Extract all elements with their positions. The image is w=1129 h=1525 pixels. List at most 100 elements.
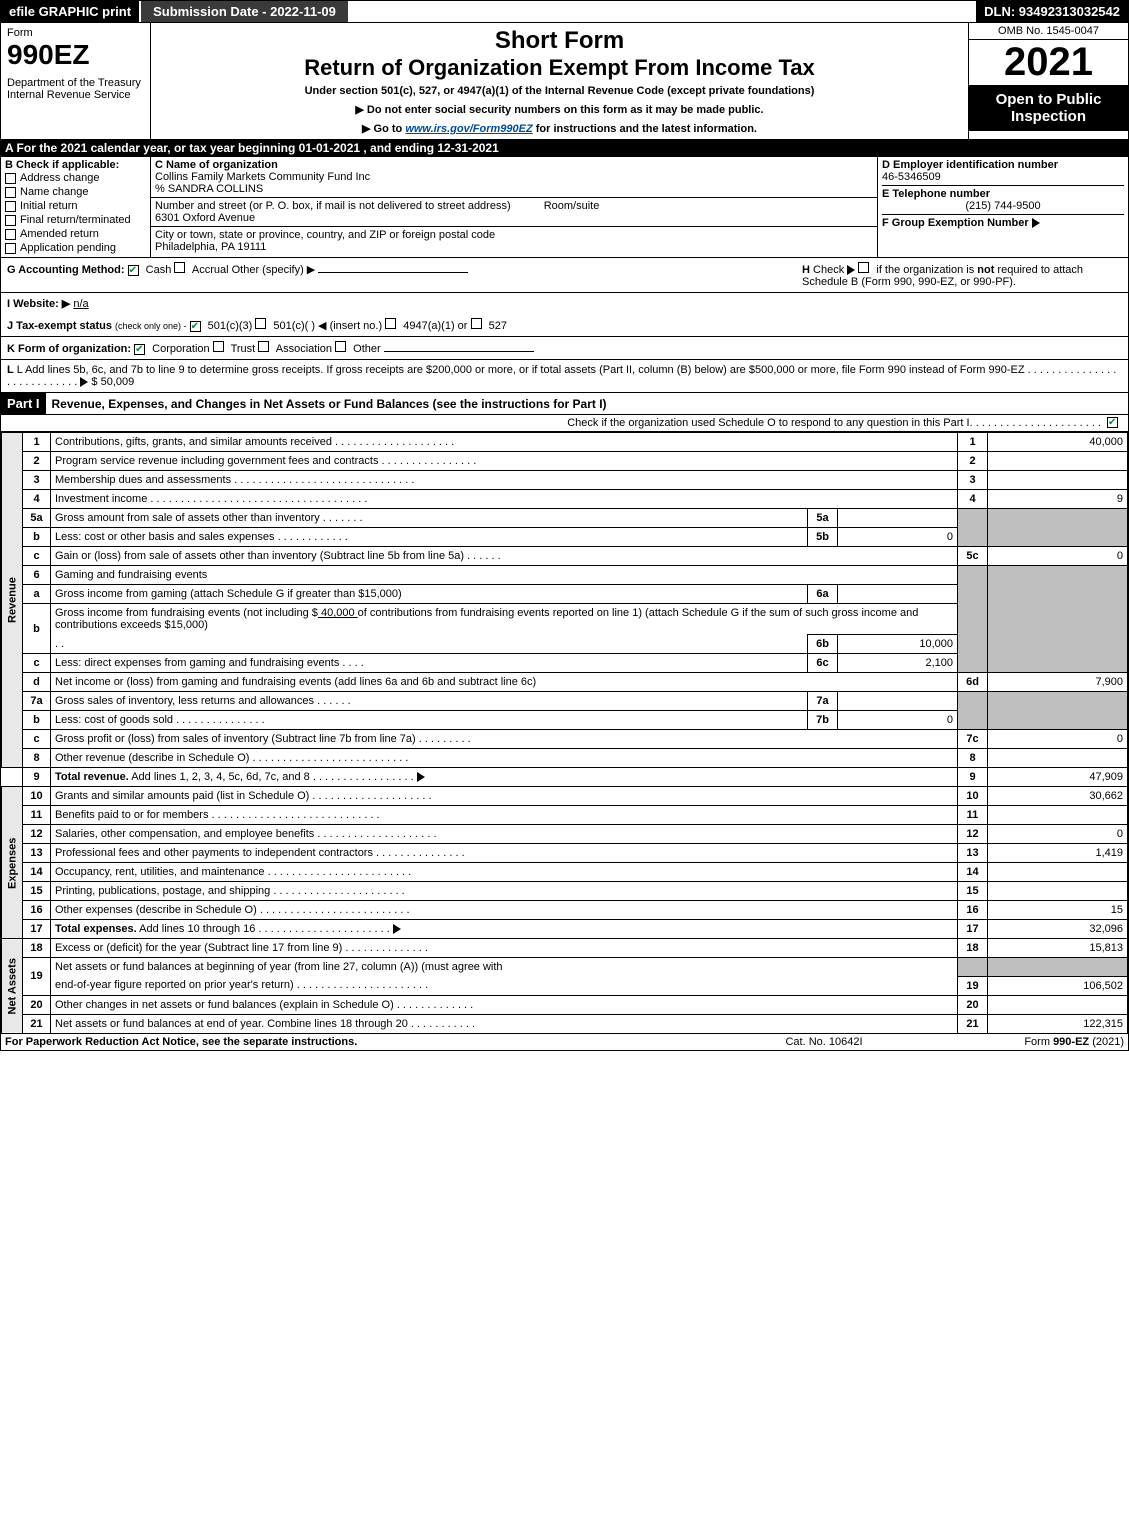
line-6c-mn: 6c	[808, 654, 838, 673]
line-6a-mn: 6a	[808, 585, 838, 604]
efile-print-button[interactable]: efile GRAPHIC print	[1, 1, 139, 22]
city-label: City or town, state or province, country…	[155, 229, 495, 241]
line-5c-label: Gain or (loss) from sale of assets other…	[51, 547, 958, 566]
irs-link[interactable]: www.irs.gov/Form990EZ	[405, 123, 532, 135]
gray-5	[958, 509, 988, 547]
other-label: Other (specify) ▶	[232, 264, 316, 276]
line-5b-num: b	[23, 528, 51, 547]
g-accounting: G Accounting Method: Cash Accrual Other …	[7, 262, 802, 288]
line-8-val	[988, 749, 1128, 768]
line-17-label: Total expenses. Add lines 10 through 16 …	[51, 920, 958, 939]
chk-address[interactable]: Address change	[5, 171, 146, 185]
section-a: A For the 2021 calendar year, or tax yea…	[1, 139, 1128, 157]
footer-left: For Paperwork Reduction Act Notice, see …	[5, 1036, 724, 1048]
line-20-val	[988, 995, 1128, 1014]
chk-other[interactable]	[335, 341, 346, 352]
line-6d-label: Net income or (loss) from gaming and fun…	[51, 673, 958, 692]
accrual-label: Accrual	[192, 264, 229, 276]
header-right: OMB No. 1545-0047 2021 Open to Public In…	[968, 23, 1128, 139]
chk-h[interactable]	[858, 262, 869, 273]
arrow-icon	[80, 377, 88, 387]
line-6b-label-1: Gross income from fundraising events (no…	[51, 604, 958, 635]
c-name-block: C Name of organization Collins Family Ma…	[151, 157, 877, 198]
gray-7b	[988, 692, 1128, 730]
line-5b-label: Less: cost or other basis and sales expe…	[51, 528, 808, 547]
col-c: C Name of organization Collins Family Ma…	[151, 157, 878, 257]
chk-527[interactable]	[471, 318, 482, 329]
chk-final-label: Final return/terminated	[20, 214, 131, 226]
chk-accrual[interactable]	[174, 262, 185, 273]
line-3-rn: 3	[958, 471, 988, 490]
chk-name[interactable]: Name change	[5, 185, 146, 199]
chk-initial-label: Initial return	[20, 200, 77, 212]
line-6d-num: d	[23, 673, 51, 692]
phone-value: (215) 744-9500	[882, 200, 1124, 212]
submission-date-button[interactable]: Submission Date - 2022-11-09	[141, 1, 348, 22]
chk-pending[interactable]: Application pending	[5, 241, 146, 255]
line-20-label: Other changes in net assets or fund bala…	[51, 995, 958, 1014]
opt-4947: 4947(a)(1) or	[403, 320, 467, 332]
line-18-rn: 18	[958, 939, 988, 958]
c-street-block: Number and street (or P. O. box, if mail…	[151, 198, 877, 227]
chk-4947[interactable]	[385, 318, 396, 329]
line-17-val: 32,096	[988, 920, 1128, 939]
chk-amended-label: Amended return	[20, 228, 99, 240]
g-label: G Accounting Method:	[7, 264, 125, 276]
l-text: L Add lines 5b, 6c, and 7b to line 9 to …	[17, 364, 1025, 376]
chk-assoc[interactable]	[258, 341, 269, 352]
arrow-icon	[1032, 218, 1040, 228]
footer: For Paperwork Reduction Act Notice, see …	[1, 1034, 1128, 1050]
k-label: K Form of organization:	[7, 343, 131, 355]
col-b: B Check if applicable: Address change Na…	[1, 157, 151, 257]
line-4-num: 4	[23, 490, 51, 509]
chk-initial[interactable]: Initial return	[5, 199, 146, 213]
line-14-label: Occupancy, rent, utilities, and maintena…	[51, 863, 958, 882]
line-4-val: 9	[988, 490, 1128, 509]
chk-501c3[interactable]	[190, 321, 201, 332]
chk-corp[interactable]	[134, 344, 145, 355]
top-bar: efile GRAPHIC print Submission Date - 20…	[1, 1, 1128, 23]
line-7b-label: Less: cost of goods sold . . . . . . . .…	[51, 711, 808, 730]
line-6d-val: 7,900	[988, 673, 1128, 692]
dln-label: DLN: 93492313032542	[976, 1, 1128, 22]
chk-final[interactable]: Final return/terminated	[5, 213, 146, 227]
street-label: Number and street (or P. O. box, if mail…	[155, 200, 511, 212]
chk-cash[interactable]	[128, 265, 139, 276]
line-7a-mn: 7a	[808, 692, 838, 711]
footer-cat: Cat. No. 10642I	[724, 1036, 924, 1048]
gray-7	[958, 692, 988, 730]
line-18-num: 18	[23, 939, 51, 958]
line-19-num: 19	[23, 958, 51, 996]
irs-label: Internal Revenue Service	[7, 89, 144, 101]
i-label: I Website: ▶	[7, 298, 70, 310]
chk-schedule-o[interactable]	[1107, 417, 1118, 428]
l-value: 50,009	[101, 376, 135, 388]
opt-trust: Trust	[231, 343, 256, 355]
line-11-label: Benefits paid to or for members . . . . …	[51, 806, 958, 825]
gray-6b	[988, 566, 1128, 673]
line-18-label: Excess or (deficit) for the year (Subtra…	[51, 939, 958, 958]
c-name-label: C Name of organization	[155, 159, 278, 171]
line-15-label: Printing, publications, postage, and shi…	[51, 882, 958, 901]
line-6c-label: Less: direct expenses from gaming and fu…	[51, 654, 808, 673]
return-title: Return of Organization Exempt From Incom…	[155, 55, 964, 81]
street-value: 6301 Oxford Avenue	[155, 212, 255, 224]
chk-501c[interactable]	[255, 318, 266, 329]
line-21-rn: 21	[958, 1014, 988, 1033]
j-label: J Tax-exempt status	[7, 320, 112, 332]
l-row: L L Add lines 5b, 6c, and 7b to line 9 t…	[1, 360, 1128, 393]
line-4-label: Investment income . . . . . . . . . . . …	[51, 490, 958, 509]
line-11-rn: 11	[958, 806, 988, 825]
chk-amended[interactable]: Amended return	[5, 227, 146, 241]
chk-trust[interactable]	[213, 341, 224, 352]
line-6b-mv: 10,000	[838, 635, 958, 654]
line-6a-mv	[838, 585, 958, 604]
org-name: Collins Family Markets Community Fund In…	[155, 171, 370, 183]
header-row: Form 990EZ Department of the Treasury In…	[1, 23, 1128, 139]
line-5a-num: 5a	[23, 509, 51, 528]
not-word: not	[977, 264, 994, 276]
line-1-rn: 1	[958, 433, 988, 452]
line-7b-num: b	[23, 711, 51, 730]
check-o-row: Check if the organization used Schedule …	[1, 415, 1128, 432]
opt-501c: 501(c)( )	[273, 320, 315, 332]
